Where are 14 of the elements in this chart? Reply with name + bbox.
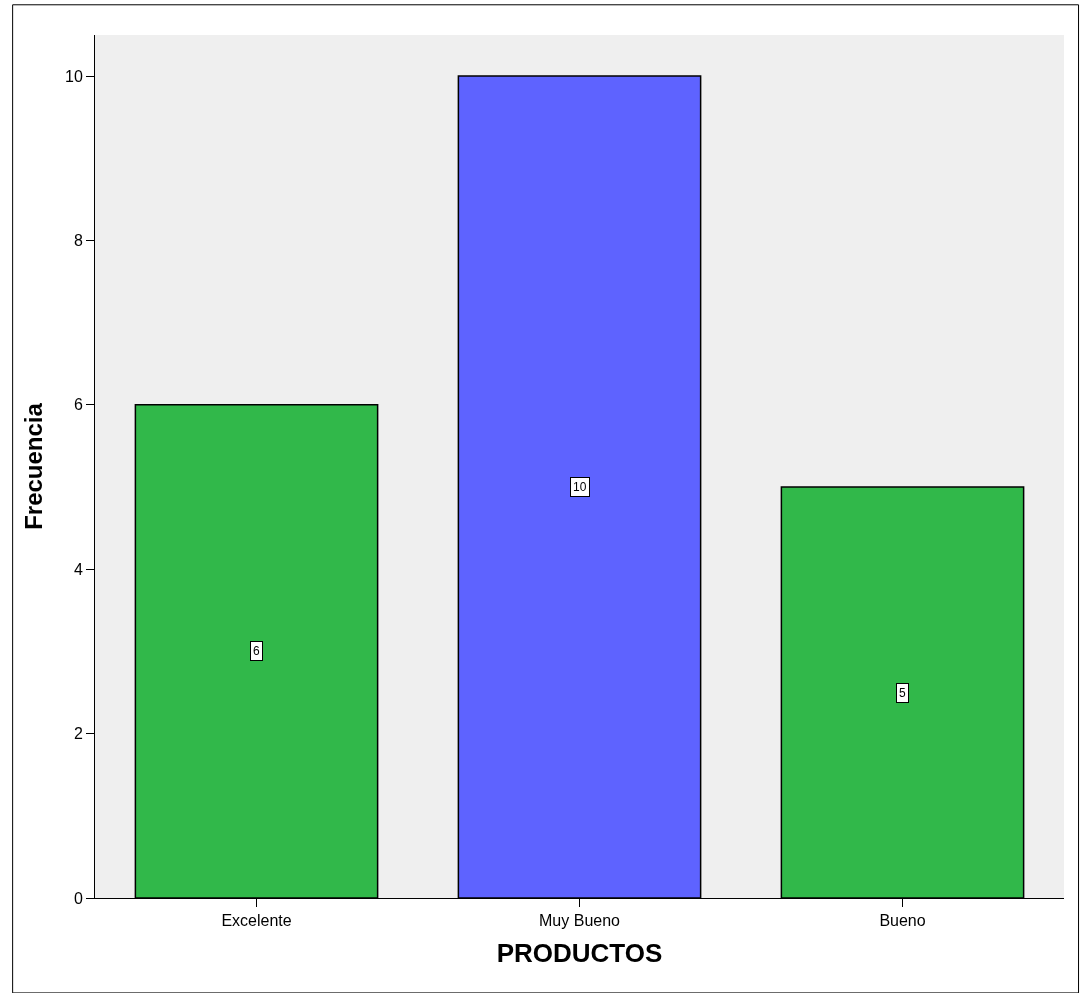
x-tick-label: Excelente xyxy=(221,912,292,930)
data-label: 10 xyxy=(573,480,587,494)
x-tick-label: Muy Bueno xyxy=(539,912,621,930)
y-tick-label: 0 xyxy=(73,889,83,907)
x-tick-label: Bueno xyxy=(879,912,926,930)
y-tick-label: 4 xyxy=(73,560,83,578)
y-tick-label: 2 xyxy=(73,725,83,743)
y-axis-title: Frecuencia xyxy=(20,402,48,530)
y-tick-label: 8 xyxy=(73,232,83,250)
y-tick-label: 6 xyxy=(73,396,83,414)
data-label: 5 xyxy=(899,686,906,700)
x-axis-title: PRODUCTOS xyxy=(496,937,663,968)
y-tick-label: 10 xyxy=(65,67,83,85)
data-label: 6 xyxy=(253,644,260,658)
